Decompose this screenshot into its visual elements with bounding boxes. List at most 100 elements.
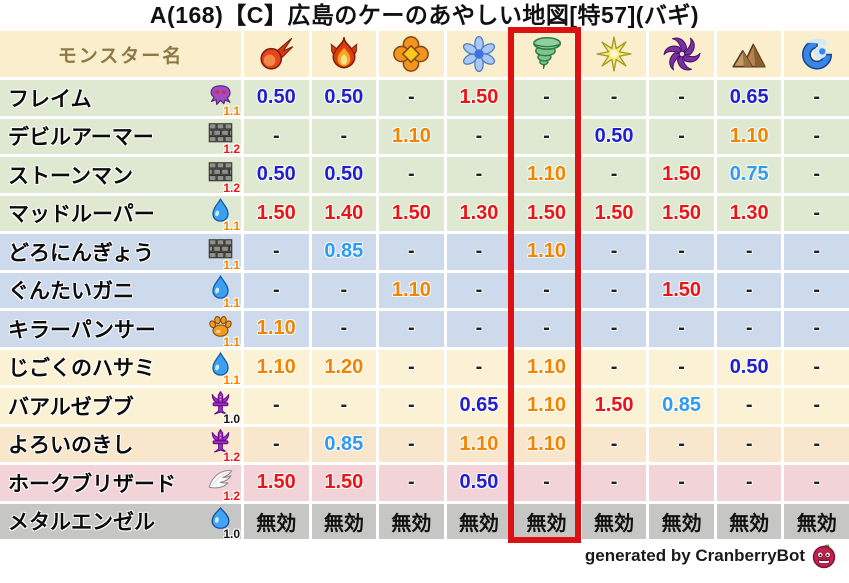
- value-cell: 1.10: [514, 426, 579, 462]
- value-cell: 1.50: [379, 195, 444, 231]
- monster-name: バアルゼブブ: [8, 395, 134, 419]
- value-cell: -: [244, 118, 309, 154]
- value-cell: -: [716, 272, 782, 308]
- mountain-icon: [730, 35, 768, 73]
- value-cell: -: [581, 234, 647, 270]
- value-cell: -: [784, 388, 849, 424]
- weight-label: 1.2: [223, 488, 240, 503]
- pinwheel-icon: [663, 35, 701, 73]
- value-cell: 1.10: [514, 349, 579, 385]
- monster-name: ホークブリザード: [8, 472, 176, 496]
- value-cell: 無効: [514, 503, 579, 539]
- element-header-earth: [716, 31, 782, 77]
- value-cell: 無効: [311, 503, 377, 539]
- value-cell: 1.50: [514, 195, 579, 231]
- monster-name-cell: ぐんたいガニ 1.1: [0, 272, 241, 310]
- monster-name-cell: メタルエンゼル 1.0: [0, 503, 241, 541]
- value-cell: -: [311, 388, 377, 424]
- monster-name: メタルエンゼル: [8, 511, 155, 535]
- value-cell: -: [514, 272, 579, 308]
- value-cell: -: [379, 157, 444, 193]
- monster-name-cell: よろいのきし 1.2: [0, 426, 241, 465]
- value-cell: 無効: [581, 503, 647, 539]
- monster-name-cell: デビルアーマー 1.2: [0, 118, 241, 157]
- value-cell: 1.10: [244, 311, 309, 347]
- snowflake-icon: [460, 35, 498, 73]
- value-cell: 0.85: [649, 388, 714, 424]
- weight-label: 1.2: [223, 450, 240, 465]
- value-cell: 1.50: [649, 157, 714, 193]
- value-cell: -: [649, 118, 714, 154]
- monster-name: マッドルーパー: [8, 203, 155, 227]
- value-cell: -: [581, 311, 647, 347]
- value-cell: -: [514, 465, 579, 501]
- value-cell: -: [716, 311, 782, 347]
- element-header-wind: [514, 31, 579, 77]
- weight-label: 1.1: [223, 334, 240, 349]
- value-cell: 1.50: [244, 465, 309, 501]
- value-cell: 無効: [716, 503, 782, 539]
- value-cell: -: [716, 426, 782, 462]
- monster-name: よろいのきし: [8, 434, 134, 458]
- value-cell: -: [446, 272, 512, 308]
- value-cell: -: [649, 311, 714, 347]
- value-cell: -: [784, 234, 849, 270]
- value-cell: -: [446, 118, 512, 154]
- value-cell: -: [784, 118, 849, 154]
- resistance-grid: モンスター名 フレイム 1.1 0.50 0.50-1.50- - -0.65- デビルアー…: [0, 31, 849, 541]
- value-cell: 無効: [649, 503, 714, 539]
- ghost-icon: 1.1: [204, 81, 240, 118]
- drop-icon: 1.1: [204, 273, 240, 310]
- footer: generated by CranberryBot: [0, 539, 849, 573]
- value-cell: 無効: [784, 503, 849, 539]
- element-header-flame: [311, 31, 377, 77]
- value-cell: -: [784, 195, 849, 231]
- value-cell: 1.40: [311, 195, 377, 231]
- trident-icon: 1.2: [204, 427, 240, 465]
- value-cell: 0.50: [244, 80, 309, 116]
- value-cell: -: [379, 234, 444, 270]
- value-cell: -: [784, 272, 849, 308]
- value-cell: 0.65: [716, 80, 782, 116]
- value-cell: -: [784, 465, 849, 501]
- value-cell: 1.10: [446, 426, 512, 462]
- monster-name-cell: マッドルーパー 1.1: [0, 195, 241, 233]
- weight-label: 1.1: [223, 103, 240, 118]
- value-cell: 0.50: [581, 118, 647, 154]
- monster-name-cell: キラーパンサー 1.1: [0, 311, 241, 349]
- value-cell: -: [581, 426, 647, 462]
- brick-icon: 1.1: [204, 235, 240, 272]
- value-cell: 1.10: [379, 272, 444, 308]
- monster-name-cell: じごくのハサミ 1.1: [0, 349, 241, 387]
- monster-name-cell: バアルゼブブ 1.0: [0, 388, 241, 426]
- value-cell: 1.50: [446, 80, 512, 116]
- value-cell: 0.85: [311, 234, 377, 270]
- monster-name: ストーンマン: [8, 164, 133, 188]
- value-cell: -: [244, 388, 309, 424]
- value-cell: 無効: [379, 503, 444, 539]
- value-cell: -: [784, 80, 849, 116]
- value-cell: -: [581, 465, 647, 501]
- value-cell: 1.50: [581, 195, 647, 231]
- element-header-dark: [649, 31, 714, 77]
- tornado-icon: [527, 35, 565, 73]
- value-cell: -: [311, 118, 377, 154]
- value-cell: -: [379, 311, 444, 347]
- trident-icon: 1.0: [204, 389, 240, 426]
- wing-icon: 1.2: [204, 466, 240, 503]
- value-cell: 1.10: [514, 157, 579, 193]
- weight-label: 1.2: [223, 142, 240, 157]
- monster-name-cell: ホークブリザード 1.2: [0, 465, 241, 503]
- cranberry-bot-icon: [811, 543, 837, 569]
- element-header-wave: [784, 31, 849, 77]
- value-cell: 1.50: [581, 388, 647, 424]
- value-cell: -: [514, 311, 579, 347]
- element-header-explosion: [379, 31, 444, 77]
- value-cell: 1.20: [311, 349, 377, 385]
- value-cell: -: [649, 80, 714, 116]
- monster-name-cell: フレイム 1.1: [0, 80, 241, 118]
- monster-name: フレイム: [8, 87, 92, 111]
- value-cell: -: [581, 157, 647, 193]
- monster-name: どろにんぎょう: [8, 241, 154, 265]
- value-cell: -: [649, 349, 714, 385]
